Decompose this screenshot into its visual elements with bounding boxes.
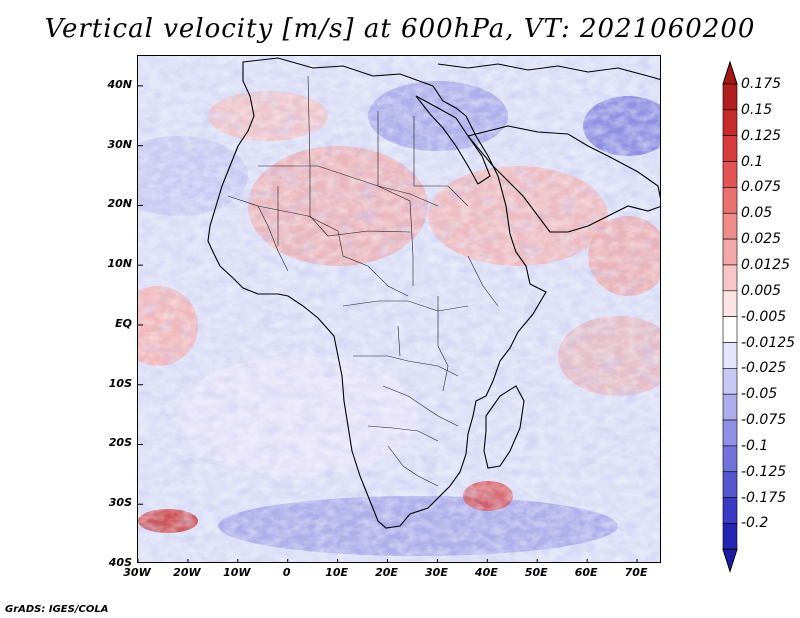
colorbar-swatch — [722, 161, 738, 188]
colorbar-bottom-arrow — [722, 548, 738, 573]
colorbar-swatch — [722, 212, 738, 240]
colorbar-swatch — [722, 83, 738, 111]
colorbar-tick-label: -0.0125 — [741, 334, 796, 351]
colorbar-tick-label: -0.125 — [741, 463, 787, 480]
lon-tick-label: 60E — [574, 566, 598, 579]
lon-tick-label: 10W — [223, 566, 251, 579]
colorbar-swatch — [722, 187, 738, 214]
lat-tick-label: 40N — [107, 77, 132, 91]
lon-tick-label: 70E — [624, 566, 648, 579]
colorbar-swatch — [722, 471, 738, 498]
colorbar-swatch — [722, 109, 738, 136]
colorbar-tick-label: -0.025 — [741, 360, 787, 377]
country-borders — [227, 75, 499, 487]
colorbar-swatch — [722, 290, 738, 317]
lat-tick-label: 20S — [108, 436, 132, 450]
lon-tick-label: 50E — [524, 566, 548, 579]
colorbar-swatch — [722, 316, 738, 343]
colorbar-swatch — [722, 419, 738, 447]
colorbar-tick-label: 0.025 — [741, 231, 782, 248]
colorbar-swatch — [722, 135, 738, 162]
lon-tick-label: 0 — [282, 566, 291, 579]
arabia-outline — [467, 125, 660, 233]
colorbar-swatch — [722, 238, 738, 266]
field-texture-white — [138, 56, 660, 562]
coastlines — [207, 57, 660, 529]
colorbar-tick-label: -0.005 — [741, 308, 787, 325]
colorbar-swatch — [722, 497, 738, 524]
lat-tick-label: 10N — [107, 257, 132, 271]
colorbar-tick-label: 0.1 — [741, 153, 764, 170]
lat-tick-label: 20N — [107, 197, 132, 211]
lon-tick-label: 10E — [325, 566, 349, 579]
colorbar-tick-label: 0.0125 — [741, 256, 790, 273]
colorbar-tick-label: -0.2 — [741, 515, 769, 532]
colorbar-tick-label: 0.175 — [741, 76, 782, 92]
colorbar-tick-label: 0.005 — [741, 282, 782, 299]
colorbar-swatch — [722, 445, 738, 473]
colorbar-tick-label: 0.15 — [741, 101, 773, 118]
lat-tick-label: 40S — [108, 556, 132, 569]
lat-tick-label: 30S — [108, 496, 132, 510]
map-ticks — [138, 85, 638, 562]
map-title: Vertical velocity [m/s] at 600hPa, VT: 2… — [44, 14, 756, 44]
map-plot-area — [137, 55, 661, 563]
colorbar-tick-label: 0.075 — [741, 179, 782, 196]
lat-tick-label: EQ — [115, 316, 132, 330]
lat-tick-label: 30N — [107, 137, 132, 151]
lat-tick-label: 10S — [108, 376, 132, 390]
colorbar-tick-label: -0.175 — [741, 489, 787, 506]
colorbar-tick-label: 0.125 — [741, 127, 782, 144]
colorbar-swatch — [722, 523, 738, 550]
colorbar-tick-label: -0.1 — [741, 437, 769, 454]
colorbar-swatch — [722, 393, 738, 421]
colorbar-swatch — [722, 342, 738, 369]
colorbar-swatch — [722, 368, 738, 395]
lon-tick-label: 20W — [173, 566, 201, 579]
velocity-field-map — [138, 56, 660, 562]
colorbar-tick-label: -0.075 — [741, 412, 787, 429]
colorbar-tick-label: -0.05 — [741, 386, 778, 403]
credit-text: GrADS: IGES/COLA — [5, 604, 109, 615]
madagascar-outline — [483, 385, 525, 469]
lon-tick-label: 30W — [123, 566, 151, 579]
colorbar-tick-label: 0.05 — [741, 205, 773, 222]
lon-tick-label: 30E — [425, 566, 448, 579]
lon-tick-label: 40E — [474, 566, 498, 579]
colorbar-swatch — [722, 264, 738, 292]
colorbar-top-arrow — [722, 60, 738, 85]
lon-tick-label: 20E — [375, 566, 398, 579]
